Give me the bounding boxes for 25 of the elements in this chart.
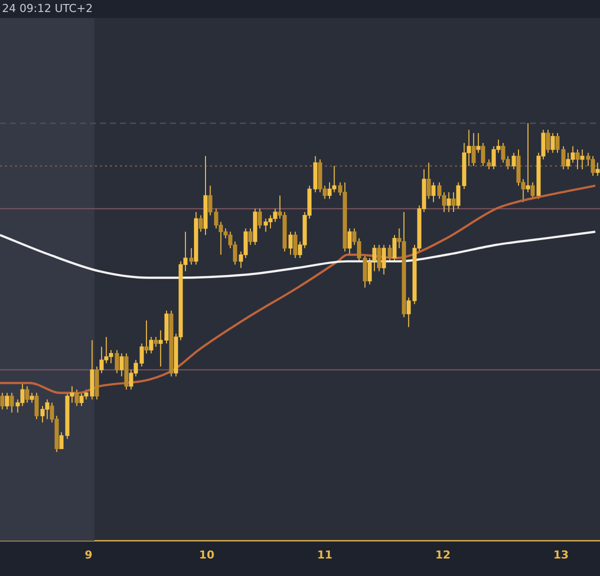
candlestick — [392, 234, 397, 262]
candlestick — [446, 192, 451, 212]
candlestick — [158, 330, 163, 368]
candlestick — [526, 122, 530, 193]
candlestick — [348, 228, 352, 256]
candlestick — [149, 336, 154, 354]
candlestick — [476, 132, 480, 154]
x-tick-label: 11 — [317, 548, 332, 562]
candlestick — [288, 231, 293, 256]
candlestick — [480, 142, 486, 166]
x-tick-label: 12 — [435, 548, 451, 562]
x-tick-label: 10 — [199, 548, 215, 562]
candlestick — [120, 352, 124, 377]
candlestick — [580, 149, 584, 170]
x-tick-label: 9 — [84, 548, 92, 562]
text: 24 09:12 UTC+2 — [2, 2, 93, 15]
candlestick — [512, 152, 516, 170]
candlestick — [5, 392, 10, 410]
candlestick — [382, 244, 386, 275]
candlestick — [406, 296, 411, 328]
candlestick — [550, 132, 555, 154]
candlestick — [596, 162, 600, 176]
candlestick — [114, 350, 120, 374]
candlestick — [431, 182, 436, 203]
x-tick-label: 13 — [553, 548, 569, 562]
